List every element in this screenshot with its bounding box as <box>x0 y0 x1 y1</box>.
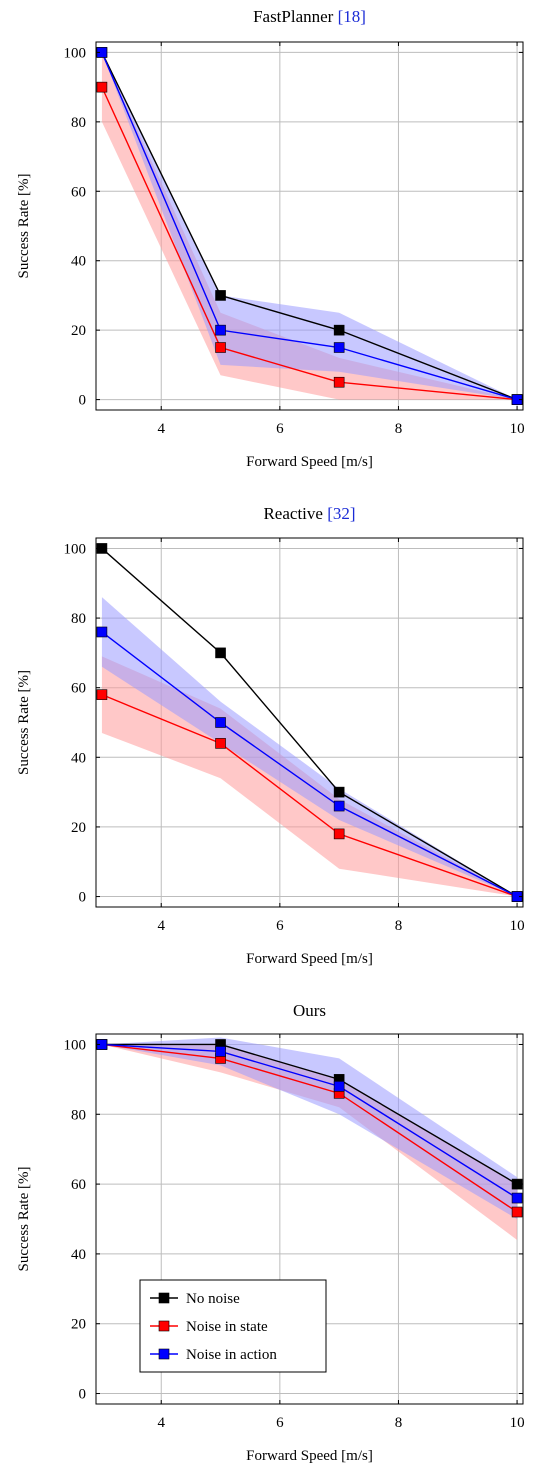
y-tick-label: 60 <box>71 1177 86 1193</box>
data-point <box>333 324 345 336</box>
chart-title: FastPlanner [18] <box>253 7 366 26</box>
x-axis-label: Forward Speed [m/s] <box>246 951 373 967</box>
x-tick-label: 10 <box>510 918 525 934</box>
y-tick-label: 40 <box>71 1247 86 1263</box>
series-line <box>101 52 518 401</box>
legend-marker <box>158 1292 170 1304</box>
series-line <box>101 1043 518 1199</box>
data-point <box>333 800 345 812</box>
data-point <box>215 290 226 301</box>
chart-title: Reactive [32] <box>263 504 355 523</box>
x-tick-label: 8 <box>395 918 403 934</box>
y-tick-label: 100 <box>64 541 87 557</box>
plot-frame <box>95 1033 524 1405</box>
confidence-band <box>101 52 518 400</box>
data-point <box>511 1206 523 1218</box>
x-tick-label: 8 <box>395 421 403 437</box>
series-line <box>101 694 518 898</box>
data-point <box>511 1192 523 1204</box>
x-tick-label: 6 <box>276 421 284 437</box>
chart-title: Ours <box>293 1001 326 1020</box>
y-tick-label: 100 <box>64 45 87 61</box>
x-tick-label: 10 <box>510 1415 525 1431</box>
y-tick-label: 80 <box>71 1107 86 1123</box>
data-point <box>96 689 108 700</box>
x-tick-label: 10 <box>510 421 525 437</box>
legend-marker <box>158 1348 170 1360</box>
data-point <box>215 324 226 336</box>
y-tick-label: 60 <box>71 681 86 697</box>
x-tick-label: 6 <box>276 1415 284 1431</box>
data-point <box>215 1046 226 1057</box>
chart-title-text: Reactive <box>263 504 322 523</box>
legend-marker <box>158 1320 170 1332</box>
data-point <box>333 828 345 840</box>
data-point <box>333 1081 345 1092</box>
legend-label: No noise <box>186 1291 240 1307</box>
y-tick-label: 80 <box>71 115 86 131</box>
series-line <box>101 547 518 898</box>
y-tick-label: 80 <box>71 611 86 627</box>
plot-frame <box>95 41 524 411</box>
data-point <box>215 342 226 353</box>
chart-title-citation[interactable]: [18] <box>333 7 366 26</box>
series-line <box>101 1043 518 1213</box>
chart-title-citation[interactable]: [32] <box>323 504 356 523</box>
y-tick-label: 0 <box>79 890 87 906</box>
plot-frame <box>95 537 524 908</box>
x-tick-label: 4 <box>157 918 165 934</box>
series-line <box>101 52 518 401</box>
y-tick-label: 40 <box>71 254 86 270</box>
y-axis-label: Success Rate [%] <box>16 670 32 775</box>
x-tick-label: 6 <box>276 918 284 934</box>
legend-label: Noise in state <box>186 1319 268 1335</box>
data-point <box>333 376 345 388</box>
y-axis-label: Success Rate [%] <box>16 174 32 279</box>
y-axis-label: Success Rate [%] <box>16 1167 32 1272</box>
x-tick-label: 4 <box>157 421 165 437</box>
x-axis-label: Forward Speed [m/s] <box>246 1448 373 1464</box>
y-tick-label: 100 <box>64 1037 87 1053</box>
series-line <box>101 1043 518 1185</box>
x-tick-label: 4 <box>157 1415 165 1431</box>
y-tick-label: 60 <box>71 184 86 200</box>
data-point <box>215 647 226 659</box>
y-tick-label: 0 <box>79 1387 87 1403</box>
data-point <box>96 626 108 638</box>
series-line <box>101 631 518 898</box>
y-tick-label: 0 <box>79 393 87 409</box>
data-point <box>96 81 108 93</box>
chart-title-text: Ours <box>293 1001 326 1020</box>
y-tick-label: 20 <box>71 820 86 836</box>
series-line <box>101 86 518 401</box>
y-tick-label: 40 <box>71 750 86 766</box>
data-point <box>215 717 226 728</box>
data-point <box>333 342 345 353</box>
y-tick-label: 20 <box>71 323 86 339</box>
x-tick-label: 8 <box>395 1415 403 1431</box>
legend-label: Noise in action <box>186 1347 277 1363</box>
confidence-band <box>101 1037 518 1219</box>
chart-title-text: FastPlanner <box>253 7 334 26</box>
y-tick-label: 20 <box>71 1317 86 1333</box>
x-axis-label: Forward Speed [m/s] <box>246 454 373 470</box>
legend: No noise Noise in state Noise in action <box>139 1279 327 1373</box>
data-point <box>333 786 345 798</box>
data-point <box>215 738 226 749</box>
